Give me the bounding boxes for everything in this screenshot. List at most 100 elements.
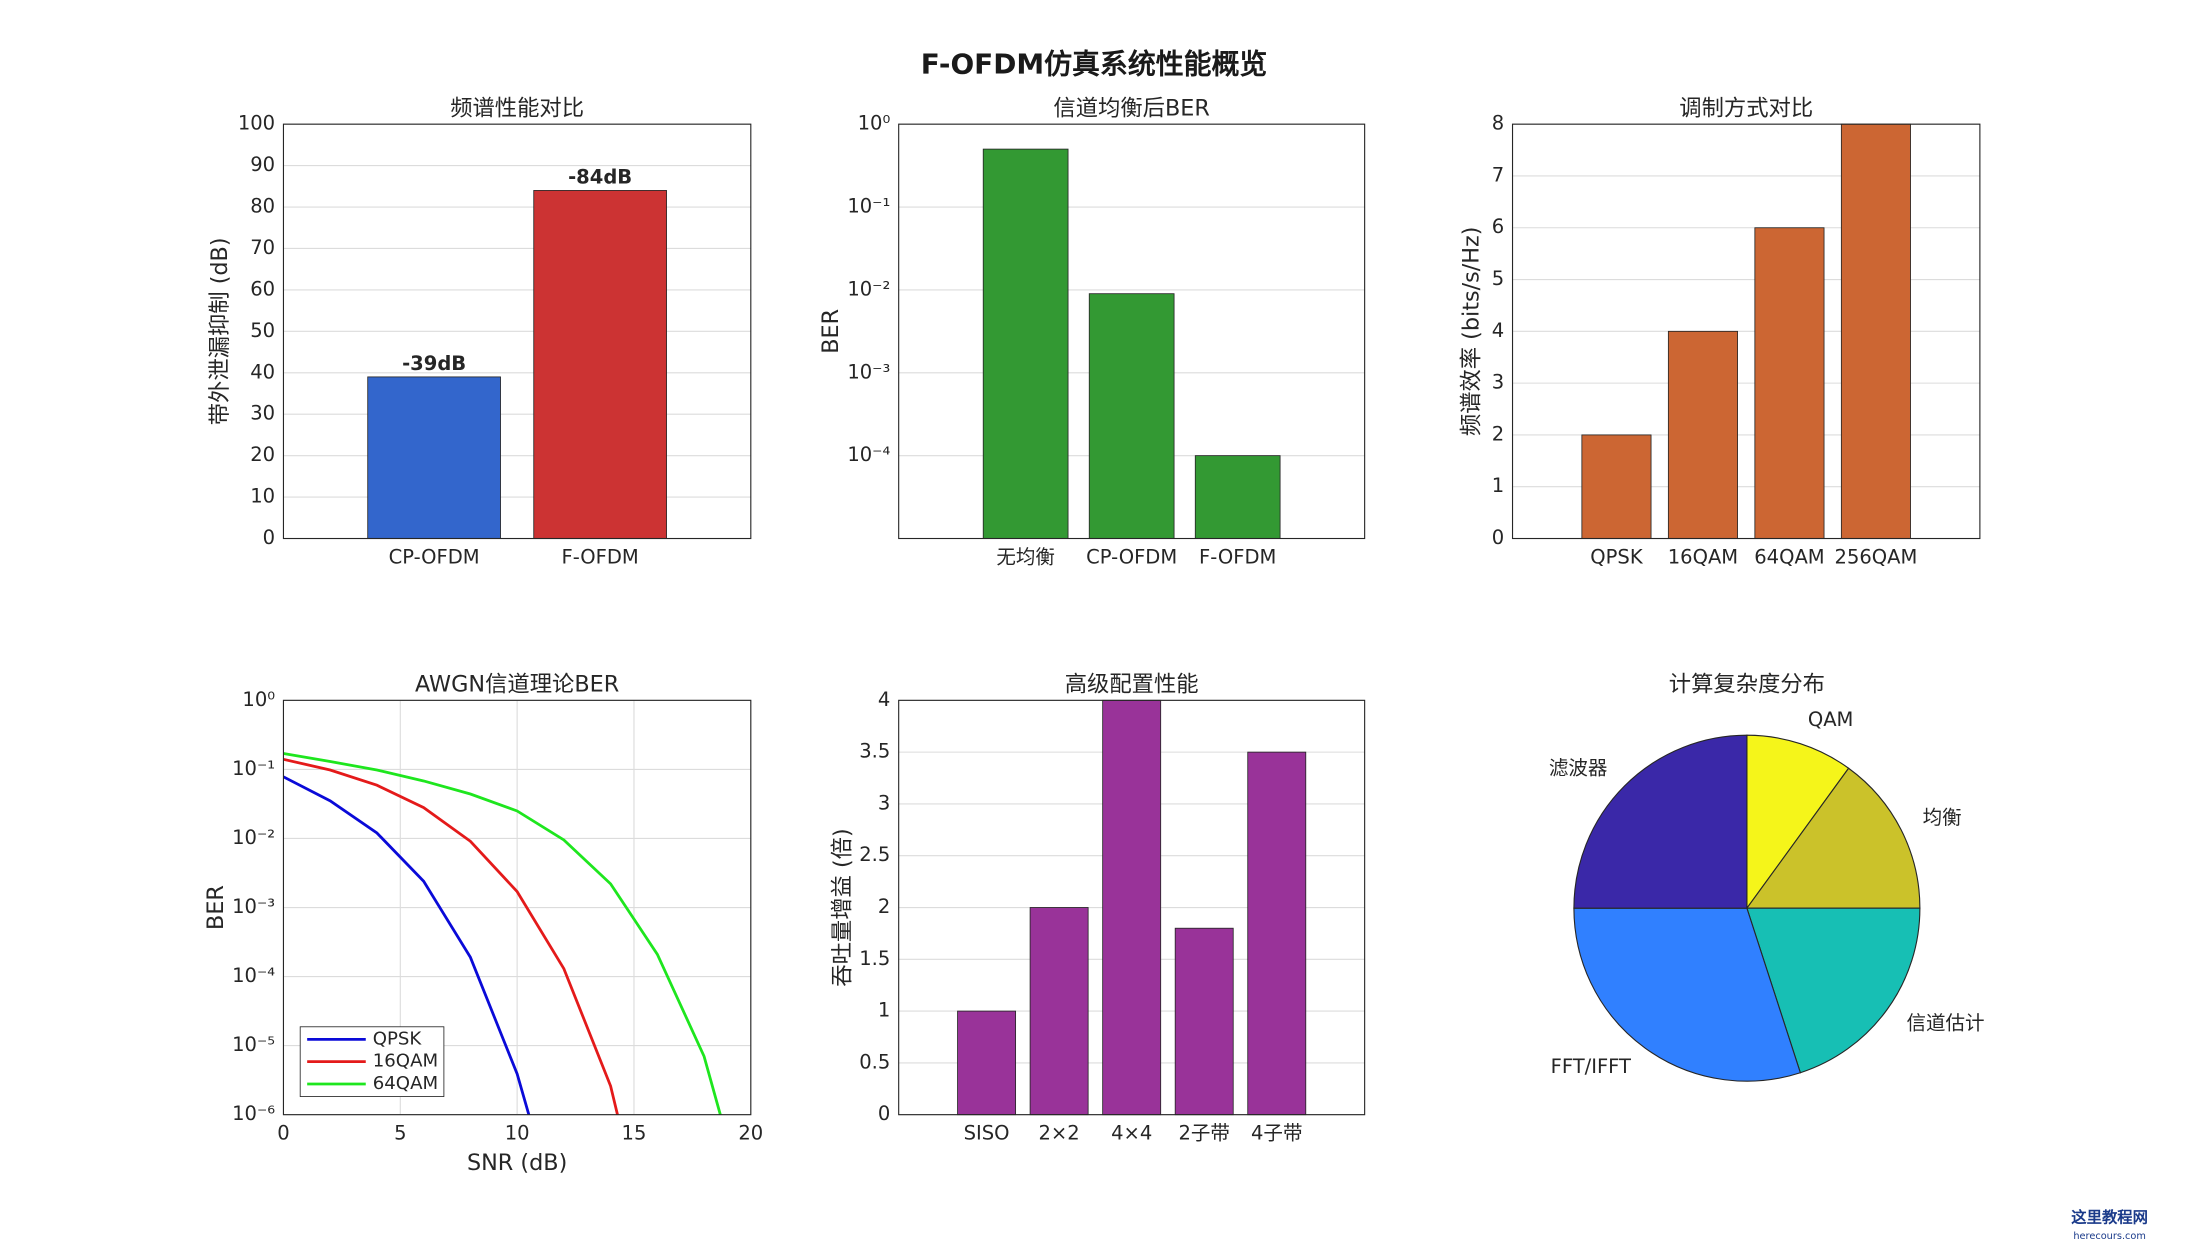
pie-slice	[1573, 734, 1748, 909]
y-tick-label: 70	[250, 236, 275, 259]
pie-label: 均衡	[1923, 806, 1962, 829]
y-tick-label: 60	[250, 277, 275, 300]
x-axis-label: SNR (dB)	[467, 1150, 567, 1176]
watermark-url: herecours.com	[2073, 1231, 2146, 1242]
y-tick-label: 10⁰	[858, 112, 891, 135]
x-tick-label: CP-OFDM	[1086, 546, 1177, 569]
pie-label: 滤波器	[1549, 756, 1608, 779]
watermark: 这里教程网	[2071, 1208, 2148, 1226]
bar	[1102, 699, 1162, 1116]
x-tick-label: 16QAM	[1668, 546, 1738, 569]
subplot: 10⁰ 10⁻¹ 10⁻² 10⁻³ 10⁻⁴ 信道均衡后BER BER 无均衡 CP-OFDM…	[818, 95, 1366, 569]
axes-box	[282, 123, 752, 540]
y-tick-label: 3	[1492, 371, 1504, 394]
x-tick-label: 20	[738, 1122, 763, 1145]
y-axis-label: 带外泄漏抑制 (dB)	[207, 237, 233, 425]
y-axis-label: BER	[203, 885, 229, 930]
pie-label: 信道估计	[1906, 1012, 1984, 1035]
pie-label: FFT/IFFT	[1551, 1055, 1631, 1078]
y-tick-label: 40	[250, 360, 275, 383]
y-tick-label: 10⁻⁶	[232, 1102, 275, 1125]
y-tick-label: 1.5	[859, 947, 890, 970]
y-axis-label: BER	[818, 309, 844, 354]
y-tick-label: 50	[250, 319, 275, 342]
bar	[1840, 123, 1911, 539]
y-tick-label: 30	[250, 402, 275, 425]
bar	[533, 190, 667, 539]
line	[283, 752, 722, 1115]
bar	[1667, 330, 1738, 539]
bar	[1247, 751, 1307, 1116]
line	[283, 757, 619, 1115]
x-tick-label: 5	[394, 1122, 406, 1145]
figure-title: F-OFDM仿真系统性能概览	[921, 48, 1268, 81]
axes-box	[1511, 123, 1981, 540]
bar	[982, 148, 1069, 539]
legend-label: QPSK	[373, 1028, 423, 1049]
chart-title: 调制方式对比	[1679, 95, 1813, 121]
y-tick-label: 3	[878, 791, 890, 814]
y-tick-label: 6	[1492, 215, 1504, 238]
bar	[367, 376, 501, 539]
y-tick-label: 4	[878, 688, 890, 711]
value-label: -84dB	[568, 165, 632, 188]
x-tick-label: F-OFDM	[1199, 546, 1276, 569]
pie-slice	[1573, 907, 1802, 1082]
y-tick-label: 2	[878, 895, 890, 918]
x-tick-label: F-OFDM	[562, 546, 639, 569]
y-tick-label: 0	[878, 1102, 890, 1125]
bar	[1754, 227, 1825, 539]
bar	[1174, 927, 1234, 1116]
y-tick-label: 10⁰	[242, 688, 275, 711]
pie-slice	[1746, 907, 1921, 1074]
x-tick-label: 2×2	[1039, 1122, 1080, 1145]
x-tick-label: 无均衡	[996, 546, 1055, 569]
x-tick-label: 0	[277, 1122, 289, 1145]
y-tick-label: 10⁻³	[232, 895, 275, 918]
y-tick-label: 1	[878, 999, 890, 1022]
y-tick-label: 10⁻⁴	[232, 964, 275, 987]
y-axis-label: 吞吐量增益 (倍)	[829, 828, 855, 986]
chart-title: 频谱性能对比	[450, 95, 584, 121]
x-tick-label: 64QAM	[1754, 546, 1824, 569]
y-tick-label: 0	[263, 526, 275, 549]
pie-slice	[1746, 734, 1850, 910]
y-tick-label: 10⁻¹	[847, 195, 890, 218]
chart-title: 计算复杂度分布	[1669, 671, 1825, 697]
y-tick-label: 20	[250, 443, 275, 466]
pie-slice	[1745, 767, 1921, 909]
x-tick-label: QPSK	[1590, 546, 1644, 569]
y-tick-label: 10⁻⁴	[847, 443, 890, 466]
legend-label: 16QAM	[373, 1051, 438, 1072]
y-tick-label: 2	[1492, 422, 1504, 445]
y-tick-label: 10	[250, 485, 275, 508]
x-tick-label: 256QAM	[1835, 546, 1918, 569]
x-tick-label: CP-OFDM	[389, 546, 480, 569]
y-tick-label: 10⁻²	[847, 277, 890, 300]
subplot: 10⁰ 10⁻¹ 10⁻² 10⁻³ 10⁻⁴ 10⁻⁵ 10⁻⁶ AWGN信道理论BER BE…	[203, 671, 763, 1176]
y-tick-label: 2.5	[859, 843, 890, 866]
bar	[957, 1010, 1017, 1116]
chart-title: 信道均衡后BER	[1053, 95, 1209, 121]
y-tick-label: 7	[1492, 163, 1504, 186]
line	[283, 775, 531, 1115]
y-tick-label: 10⁻³	[847, 360, 890, 383]
y-tick-label: 10⁻²	[232, 826, 275, 849]
y-tick-label: 100	[238, 112, 275, 135]
x-tick-label: 10	[505, 1122, 530, 1145]
x-tick-label: 4×4	[1111, 1122, 1152, 1145]
bar	[1194, 455, 1281, 539]
y-tick-label: 90	[250, 153, 275, 176]
y-tick-label: 0.5	[859, 1050, 890, 1073]
x-tick-label: SISO	[964, 1122, 1010, 1145]
y-axis-label: 频谱效率 (bits/s/Hz)	[1459, 227, 1485, 437]
chart-title: 高级配置性能	[1065, 671, 1199, 697]
axes-box	[898, 123, 1366, 540]
y-tick-label: 5	[1492, 267, 1504, 290]
x-tick-label: 15	[622, 1122, 647, 1145]
axes-box	[282, 699, 752, 1116]
